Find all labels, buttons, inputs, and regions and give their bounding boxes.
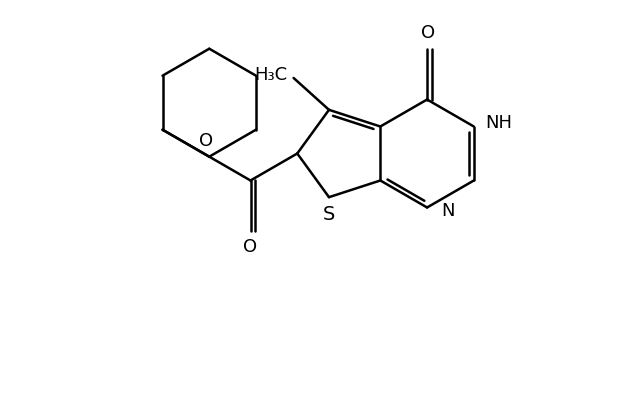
Text: O: O xyxy=(243,238,257,256)
Text: N: N xyxy=(441,202,454,220)
Text: S: S xyxy=(323,205,335,225)
Text: NH: NH xyxy=(485,114,512,132)
Text: O: O xyxy=(199,132,213,150)
Text: H₃C: H₃C xyxy=(254,66,287,84)
Text: O: O xyxy=(421,24,435,42)
